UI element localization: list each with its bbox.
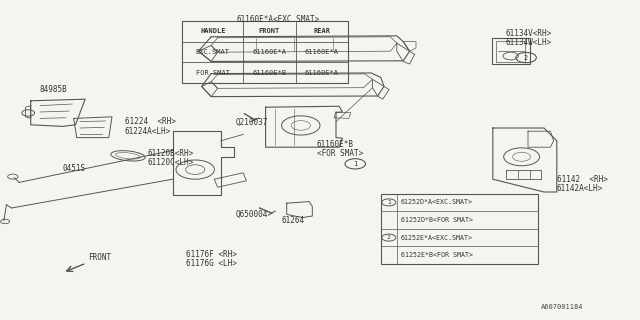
Text: 61224A<LH>: 61224A<LH>: [125, 127, 171, 136]
Text: 61120B<RH>: 61120B<RH>: [147, 149, 193, 158]
Text: 61224  <RH>: 61224 <RH>: [125, 117, 175, 126]
Text: 61160E*A: 61160E*A: [252, 49, 287, 55]
Text: 61160E*B: 61160E*B: [317, 140, 354, 149]
Text: 1: 1: [353, 161, 357, 167]
Text: REAR: REAR: [314, 28, 330, 34]
Text: 61264: 61264: [282, 216, 305, 225]
Text: 2: 2: [387, 235, 390, 240]
Text: Q210037: Q210037: [236, 118, 268, 127]
Bar: [496, 41, 525, 62]
Text: FOR SMAT: FOR SMAT: [196, 70, 230, 76]
Text: 61252E*B<FOR SMAT>: 61252E*B<FOR SMAT>: [401, 252, 472, 258]
Text: HANDLE: HANDLE: [200, 28, 225, 34]
Text: <FOR SMAT>: <FOR SMAT>: [317, 149, 363, 158]
Text: A607001184: A607001184: [541, 304, 583, 310]
Text: 61176G <LH>: 61176G <LH>: [186, 259, 236, 268]
Text: 61160E*A: 61160E*A: [305, 70, 339, 76]
Text: 61142A<LH>: 61142A<LH>: [557, 184, 603, 193]
Bar: [182, 21, 348, 83]
Text: EXC.SMAT: EXC.SMAT: [196, 49, 230, 55]
Text: 61252E*A<EXC.SMAT>: 61252E*A<EXC.SMAT>: [401, 235, 472, 241]
Text: 84985B: 84985B: [40, 85, 67, 94]
Text: 61252D*B<FOR SMAT>: 61252D*B<FOR SMAT>: [401, 217, 472, 223]
Text: 61142  <RH>: 61142 <RH>: [557, 175, 607, 184]
Text: 61176F <RH>: 61176F <RH>: [186, 250, 236, 259]
Text: 61120C<LH>: 61120C<LH>: [147, 158, 193, 167]
Text: 61252D*A<EXC.SMAT>: 61252D*A<EXC.SMAT>: [401, 199, 472, 205]
Text: 61160E*A: 61160E*A: [305, 49, 339, 55]
Bar: [381, 194, 538, 264]
Text: 61160E*A<EXC.SMAT>: 61160E*A<EXC.SMAT>: [237, 15, 320, 24]
Text: FRONT: FRONT: [88, 253, 111, 262]
Text: 0451S: 0451S: [63, 164, 86, 173]
Text: 61160E*B: 61160E*B: [252, 70, 287, 76]
Text: 1: 1: [387, 200, 390, 205]
Text: 61134W<LH>: 61134W<LH>: [506, 38, 552, 47]
Text: FRONT: FRONT: [259, 28, 280, 34]
Text: 2: 2: [524, 55, 528, 60]
Text: Q650004: Q650004: [236, 210, 268, 219]
Bar: [492, 38, 530, 64]
Text: 61134V<RH>: 61134V<RH>: [506, 29, 552, 38]
